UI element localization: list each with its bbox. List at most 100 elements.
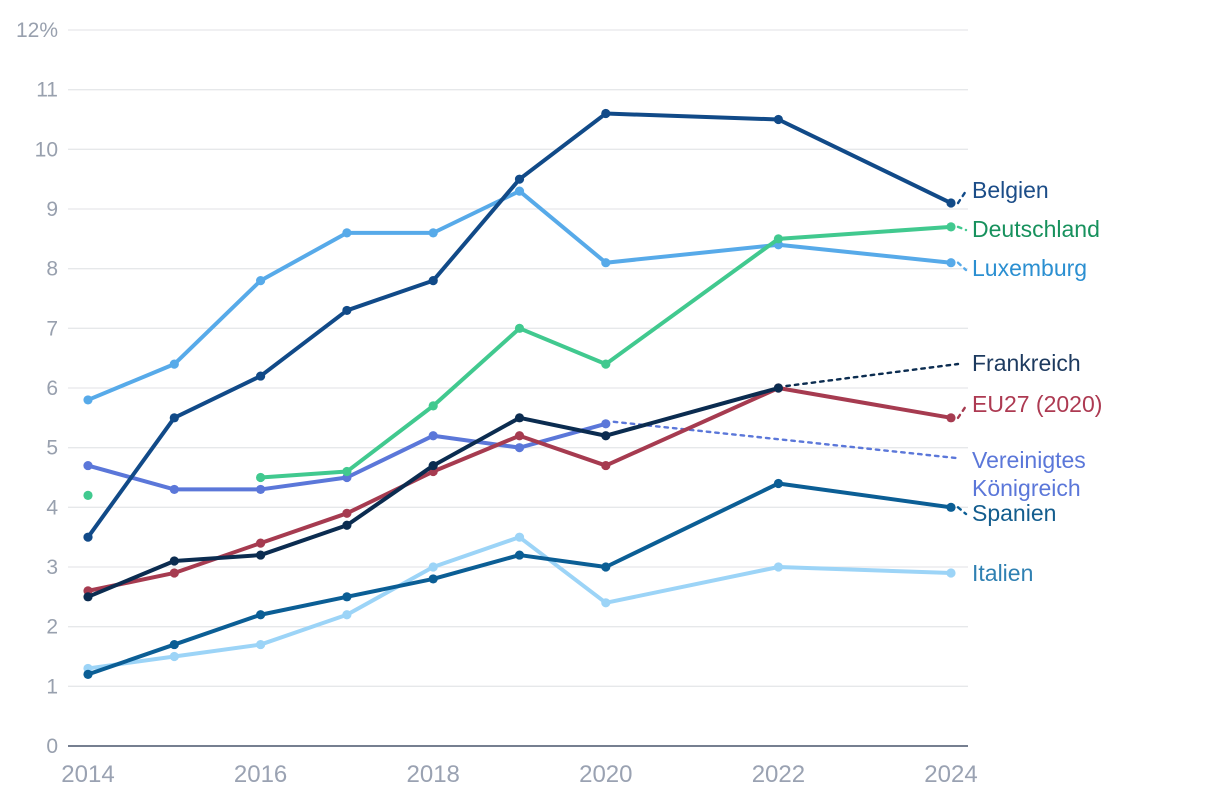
series-line-frankreich — [86, 386, 781, 599]
data-point-luxemburg — [601, 258, 611, 268]
label-connector-eu27 — [956, 404, 968, 420]
data-point-eu27 — [514, 431, 525, 441]
data-point-spanien — [428, 574, 438, 584]
data-point-spanien — [169, 639, 179, 650]
data-point-spanien — [342, 592, 352, 602]
label-connector-spanien — [956, 506, 968, 516]
series-label-belgien: Belgien — [972, 177, 1049, 203]
data-point-vereinigtes-koenigreich — [83, 460, 93, 471]
data-point-belgien — [514, 174, 525, 184]
data-point-italien — [601, 598, 611, 608]
data-point-deutschland — [946, 222, 956, 232]
data-point-vereinigtes-koenigreich — [428, 431, 438, 441]
y-tick-label: 5 — [46, 437, 58, 460]
data-point-italien — [256, 639, 266, 650]
data-point-italien — [342, 610, 352, 620]
data-point-eu27 — [256, 538, 266, 548]
y-tick-label: 1 — [46, 675, 58, 698]
y-tick-label: 10 — [35, 138, 58, 161]
data-point-spanien — [83, 669, 93, 680]
data-point-luxemburg — [514, 186, 525, 196]
series-label-deutschland: Deutschland — [972, 216, 1100, 242]
y-tick-label: 0 — [46, 735, 58, 758]
x-tick-label: 2018 — [407, 761, 460, 788]
data-point-eu27 — [601, 460, 611, 471]
x-tick-label: 2020 — [579, 761, 632, 788]
data-point-belgien — [601, 108, 611, 119]
data-point-vereinigtes-koenigreich — [256, 484, 266, 495]
data-point-luxemburg — [169, 359, 179, 369]
y-tick-label: 6 — [46, 377, 58, 400]
data-point-spanien — [773, 478, 784, 489]
data-point-deutschland — [514, 323, 525, 333]
label-connector-deutschland — [956, 225, 968, 232]
data-point-frankreich — [83, 592, 93, 602]
y-tick-label: 4 — [46, 496, 58, 519]
data-point-frankreich — [428, 460, 438, 471]
data-point-luxemburg — [256, 276, 266, 286]
data-point-deutschland — [342, 466, 352, 477]
data-point-luxemburg — [83, 395, 93, 405]
x-tick-label: 2022 — [752, 761, 805, 788]
data-point-belgien — [256, 371, 266, 381]
data-point-belgien — [428, 276, 438, 286]
data-point-italien — [946, 568, 956, 578]
y-tick-label: 9 — [46, 198, 58, 221]
data-point-belgien — [773, 114, 784, 125]
data-point-deutschland — [256, 472, 266, 483]
data-point-deutschland — [773, 234, 784, 244]
data-point-belgien — [169, 413, 179, 423]
y-tick-label: 12% — [16, 19, 58, 42]
data-point-spanien — [601, 562, 611, 572]
data-point-frankreich — [773, 383, 784, 393]
data-point-luxemburg — [342, 228, 352, 238]
y-tick-label: 3 — [46, 556, 58, 579]
data-point-deutschland — [83, 490, 93, 500]
data-point-luxemburg — [946, 258, 956, 268]
x-tick-label: 2016 — [234, 761, 287, 788]
data-point-luxemburg — [428, 228, 438, 238]
data-point-frankreich — [601, 431, 611, 441]
label-connector-frankreich — [785, 362, 960, 388]
series-label-vereinigtes-koenigreich: Vereinigtes — [972, 447, 1086, 473]
series-label-vereinigtes-koenigreich: Königreich — [972, 475, 1081, 501]
data-point-spanien — [514, 550, 525, 560]
data-point-belgien — [946, 198, 956, 208]
data-point-frankreich — [514, 413, 525, 423]
data-point-frankreich — [342, 520, 352, 530]
data-point-belgien — [342, 305, 352, 316]
data-point-belgien — [83, 532, 93, 542]
data-point-italien — [428, 562, 438, 572]
data-point-spanien — [256, 610, 266, 620]
x-tick-label: 2024 — [924, 761, 977, 788]
label-connector-luxemburg — [956, 261, 968, 272]
data-point-vereinigtes-koenigreich — [601, 419, 611, 429]
data-point-vereinigtes-koenigreich — [514, 443, 525, 453]
series-label-italien: Italien — [972, 560, 1033, 586]
label-connector-belgien — [956, 189, 968, 205]
data-point-frankreich — [169, 556, 179, 566]
series-label-luxemburg: Luxemburg — [972, 255, 1087, 281]
data-point-deutschland — [601, 359, 611, 369]
series-label-eu27: EU27 (2020) — [972, 391, 1102, 417]
data-point-vereinigtes-koenigreich — [169, 484, 179, 495]
data-point-eu27 — [169, 568, 179, 578]
data-point-italien — [514, 532, 525, 542]
y-tick-label: 7 — [46, 317, 58, 340]
data-point-italien — [169, 651, 179, 662]
data-point-spanien — [946, 502, 956, 512]
series-line-spanien — [86, 481, 953, 677]
data-point-deutschland — [428, 401, 438, 411]
data-point-eu27 — [946, 413, 956, 423]
y-tick-label: 8 — [46, 258, 58, 281]
data-point-eu27 — [342, 508, 352, 518]
data-point-frankreich — [256, 550, 266, 560]
y-tick-label: 2 — [46, 616, 58, 639]
series-label-frankreich: Frankreich — [972, 350, 1081, 376]
data-point-italien — [773, 562, 784, 572]
series-label-spanien: Spanien — [972, 500, 1056, 526]
y-tick-label: 11 — [36, 79, 58, 102]
label-connector-vereinigtes-koenigreich — [612, 420, 958, 460]
